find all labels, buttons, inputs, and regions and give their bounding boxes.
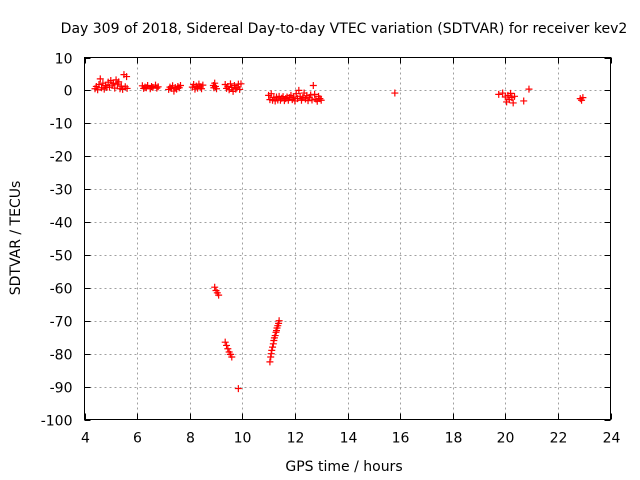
y-tick-label: -100 (41, 414, 73, 430)
data-point (176, 81, 184, 89)
data-point (520, 97, 528, 105)
data-point (237, 80, 245, 88)
data-point (267, 90, 275, 98)
data-point (316, 95, 324, 103)
data-point (391, 89, 399, 97)
data-points (91, 71, 587, 393)
y-tick-label: -30 (50, 183, 73, 199)
data-point (307, 91, 315, 99)
data-point (221, 338, 229, 346)
y-tick-label: -50 (50, 249, 73, 265)
x-tick-label: 22 (550, 431, 568, 447)
data-point (275, 317, 283, 325)
y-tick-label: -20 (50, 150, 73, 166)
data-point (507, 89, 515, 97)
y-tick-label: -60 (50, 282, 73, 298)
chart-grid (84, 57, 611, 420)
x-tick-label: 8 (186, 431, 195, 447)
data-point (525, 85, 533, 93)
y-tick-label: -70 (50, 315, 73, 331)
data-point (509, 99, 517, 107)
x-tick-label: 20 (497, 431, 515, 447)
data-point (117, 82, 125, 90)
data-point (223, 341, 231, 349)
axis-ticks: 4 6 8 10 12 14 16 18 20 22 24 10 0 -10 -20 -30 -40 -50 -60… (41, 52, 621, 447)
data-point (211, 283, 219, 291)
data-point (308, 96, 316, 104)
x-tick-label: 14 (340, 431, 358, 447)
data-point (271, 332, 279, 340)
y-tick-label: -90 (50, 381, 73, 397)
y-tick-label: 10 (55, 52, 73, 68)
x-tick-label: 18 (445, 431, 463, 447)
x-tick-label: 4 (81, 431, 90, 447)
data-point (153, 84, 161, 92)
data-point (495, 90, 503, 98)
data-point (269, 343, 277, 351)
data-point (215, 291, 223, 299)
data-point (228, 353, 236, 361)
data-point (96, 75, 104, 83)
data-point (111, 84, 119, 92)
data-point (295, 86, 303, 94)
data-point (236, 85, 244, 93)
y-tick-label: 0 (64, 84, 73, 100)
data-point (266, 358, 274, 366)
x-axis-title: GPS time / hours (285, 459, 402, 475)
data-point (94, 86, 102, 94)
y-tick-label: -40 (50, 216, 73, 232)
y-tick-label: -10 (50, 117, 73, 133)
data-point (579, 94, 587, 102)
data-point (154, 83, 162, 91)
data-point (234, 385, 242, 393)
x-tick-label: 6 (133, 431, 142, 447)
y-axis-title: SDTVAR / TECUs (8, 181, 24, 296)
data-point (499, 89, 507, 97)
data-point (309, 81, 317, 89)
data-point (226, 80, 234, 88)
data-point (115, 78, 123, 86)
data-point (268, 346, 276, 354)
data-point (198, 85, 206, 93)
data-point (304, 97, 312, 105)
data-point (511, 92, 519, 100)
data-point (123, 84, 131, 92)
data-point (213, 85, 221, 93)
data-point (224, 345, 232, 353)
data-point (311, 90, 319, 98)
data-point (123, 73, 131, 81)
x-tick-label: 12 (287, 431, 305, 447)
plot-frame (84, 57, 611, 420)
x-tick-label: 16 (392, 431, 410, 447)
data-point (317, 96, 325, 104)
data-point (199, 81, 207, 89)
data-point (211, 79, 219, 87)
x-tick-label: 24 (603, 431, 621, 447)
chart-title: Day 309 of 2018, Sidereal Day-to-day VTE… (61, 21, 628, 37)
x-tick-label: 10 (234, 431, 252, 447)
data-point (148, 82, 156, 90)
y-tick-label: -80 (50, 348, 73, 364)
